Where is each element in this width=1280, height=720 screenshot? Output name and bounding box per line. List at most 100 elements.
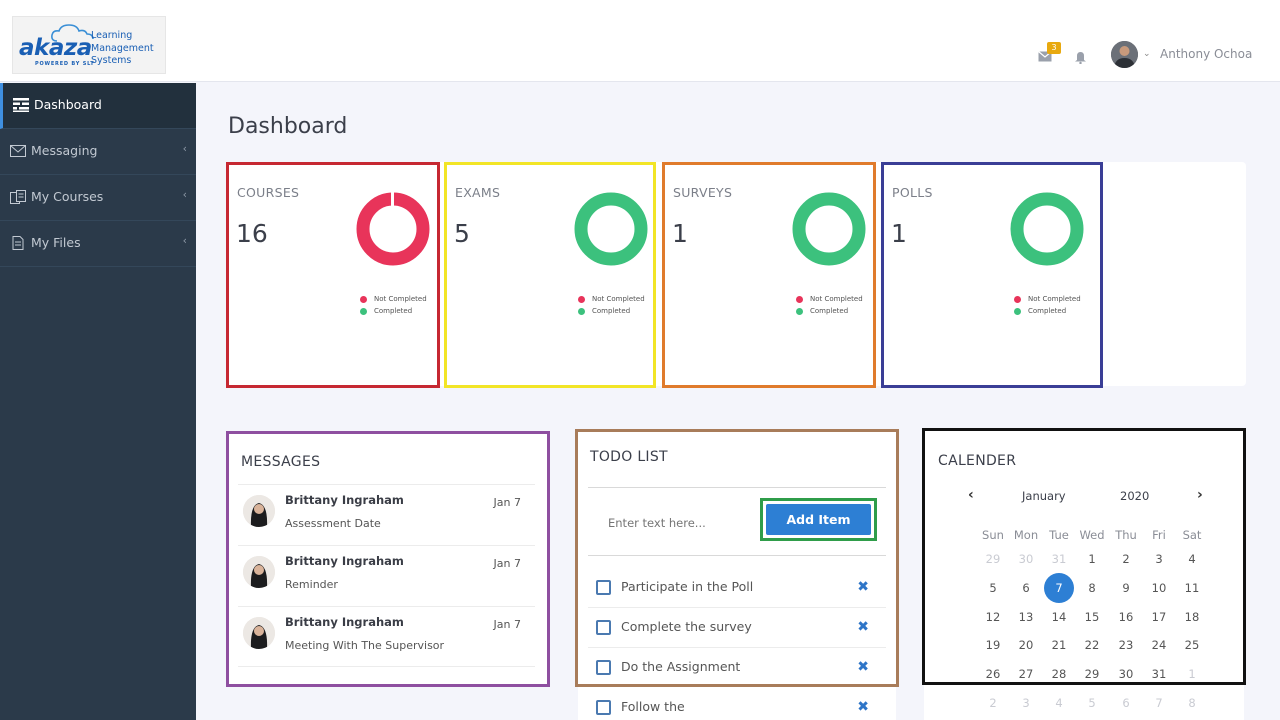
calendar-day[interactable]: 20 (1018, 638, 1034, 653)
delete-icon[interactable]: ✖ (857, 659, 869, 675)
calendar-day[interactable]: 6 (1022, 580, 1030, 595)
mail-badge: 3 (1047, 42, 1061, 54)
sidebar-item-messaging[interactable]: Messaging ‹ (0, 129, 196, 175)
todo-item[interactable]: Follow the ✖ (588, 688, 886, 720)
legend-dot (360, 296, 367, 303)
donut-chart (792, 192, 866, 266)
calendar-day[interactable]: 2 (1122, 552, 1130, 566)
calendar-day[interactable]: 4 (1188, 552, 1196, 566)
stat-exams[interactable]: EXAMS 5 Not Completed Completed (444, 162, 656, 388)
calendar-day[interactable]: 11 (1184, 580, 1200, 595)
calendar-day-outside[interactable]: 29 (985, 552, 1001, 566)
calendar-day-outside[interactable]: 7 (1155, 696, 1163, 710)
calendar-panel: CALENDER ‹ January 2020 › Sun Mon Tue Wed Th… (922, 428, 1246, 710)
donut-chart (574, 192, 648, 266)
calendar-day[interactable]: 8 (1088, 580, 1096, 595)
legend-item: Not Completed (360, 293, 427, 305)
message-subject: Meeting With The Supervisor (285, 639, 445, 652)
calendar-day[interactable]: 25 (1184, 638, 1200, 653)
legend-dot (578, 308, 585, 315)
legend-dot (360, 308, 367, 315)
avatar (243, 617, 275, 649)
calendar-day[interactable]: 18 (1184, 609, 1200, 624)
calendar-day[interactable]: 21 (1051, 638, 1067, 653)
calendar-day[interactable]: 13 (1018, 609, 1034, 624)
message-item[interactable]: Brittany Ingraham Assessment Date Jan 7 (238, 484, 535, 545)
add-item-highlight: Add Item (760, 498, 877, 541)
calendar-day[interactable]: 10 (1151, 580, 1167, 595)
avatar (243, 556, 275, 588)
prev-month-button[interactable]: ‹ (968, 487, 974, 503)
calendar-day[interactable]: 24 (1151, 638, 1167, 653)
avatar-image (1111, 41, 1138, 68)
stat-polls[interactable]: POLLS 1 Not Completed Completed (881, 162, 1103, 388)
todo-checkbox[interactable] (596, 660, 611, 675)
calendar-year[interactable]: 2020 (1120, 489, 1150, 503)
todo-item[interactable]: Complete the survey ✖ (588, 608, 886, 648)
stat-surveys[interactable]: SURVEYS 1 Not Completed Completed (662, 162, 876, 388)
calendar-day-outside[interactable]: 3 (1022, 696, 1030, 710)
calendar-day-outside[interactable]: 2 (989, 696, 997, 710)
calendar-day[interactable]: 29 (1084, 667, 1100, 682)
todo-checkbox[interactable] (596, 620, 611, 635)
calendar-day-outside[interactable]: 5 (1088, 696, 1096, 710)
bell-icon[interactable] (1074, 51, 1087, 64)
calendar-day[interactable]: 17 (1151, 609, 1167, 624)
calendar-day[interactable]: 30 (1118, 667, 1134, 682)
selected-day-marker (1044, 572, 1074, 603)
donut-chart (1010, 192, 1084, 266)
sidebar-item-my-courses[interactable]: My Courses ‹ (0, 175, 196, 221)
akaza-logo[interactable]: akaza POWERED BY SLT Learning Management… (12, 16, 166, 74)
user-name[interactable]: Anthony Ochoa (1160, 47, 1253, 61)
todo-item[interactable]: Do the Assignment ✖ (588, 648, 886, 688)
calendar-day[interactable]: 1 (1088, 552, 1096, 566)
message-item[interactable]: Brittany Ingraham Reminder Jan 7 (238, 545, 535, 606)
calendar-month[interactable]: January (1022, 489, 1066, 503)
delete-icon[interactable]: ✖ (857, 619, 869, 635)
calendar-day[interactable]: 27 (1018, 667, 1034, 682)
add-item-button[interactable]: Add Item (766, 504, 871, 535)
sidebar-item-label: Dashboard (34, 97, 102, 112)
weekday-label: Mon (1013, 528, 1039, 542)
calendar-day-outside[interactable]: 4 (1055, 696, 1063, 710)
message-item[interactable]: Brittany Ingraham Meeting With The Super… (238, 606, 535, 667)
calendar-day[interactable]: 12 (985, 609, 1001, 624)
calendar-day[interactable]: 7 (1055, 580, 1063, 595)
calendar-day-outside[interactable]: 1 (1188, 667, 1196, 682)
delete-icon[interactable]: ✖ (857, 579, 869, 595)
todo-input[interactable] (608, 516, 758, 530)
delete-icon[interactable]: ✖ (857, 699, 869, 715)
calendar-day[interactable]: 22 (1084, 638, 1100, 653)
todo-checkbox[interactable] (596, 580, 611, 595)
sidebar-item-dashboard[interactable]: Dashboard (0, 83, 196, 129)
calendar-day[interactable]: 3 (1155, 552, 1163, 566)
calendar-day[interactable]: 31 (1151, 667, 1167, 682)
calendar-day[interactable]: 16 (1118, 609, 1134, 624)
file-icon (12, 236, 24, 250)
calendar-day[interactable]: 5 (989, 580, 997, 595)
chevron-down-icon[interactable]: ⌄ (1143, 49, 1151, 59)
todo-checkbox[interactable] (596, 700, 611, 715)
message-subject: Reminder (285, 578, 338, 591)
calendar-day-outside[interactable]: 8 (1188, 696, 1196, 710)
logo-line: Systems (91, 55, 132, 66)
todo-item[interactable]: Participate in the Poll ✖ (588, 568, 886, 608)
calendar-day[interactable]: 28 (1051, 667, 1067, 682)
calendar-day-outside[interactable]: 6 (1122, 696, 1130, 710)
sidebar-item-my-files[interactable]: My Files ‹ (0, 221, 196, 267)
calendar-day-outside[interactable]: 31 (1051, 552, 1067, 566)
stat-title: EXAMS (455, 185, 501, 200)
calendar-day[interactable]: 14 (1051, 609, 1067, 624)
stat-courses[interactable]: COURSES 16 Not Completed Completed (226, 162, 440, 388)
next-month-button[interactable]: › (1197, 487, 1203, 503)
calendar-day[interactable]: 9 (1122, 580, 1130, 595)
calendar-day[interactable]: 23 (1118, 638, 1134, 653)
avatar[interactable] (1111, 41, 1138, 68)
calendar-day[interactable]: 15 (1084, 609, 1100, 624)
calendar-day[interactable]: 19 (985, 638, 1001, 653)
calendar-day[interactable]: 26 (985, 667, 1001, 682)
page-title: Dashboard (228, 114, 348, 139)
legend-item: Completed (1014, 305, 1081, 317)
calendar-day-outside[interactable]: 30 (1018, 552, 1034, 566)
dashboard-icon (13, 98, 29, 112)
